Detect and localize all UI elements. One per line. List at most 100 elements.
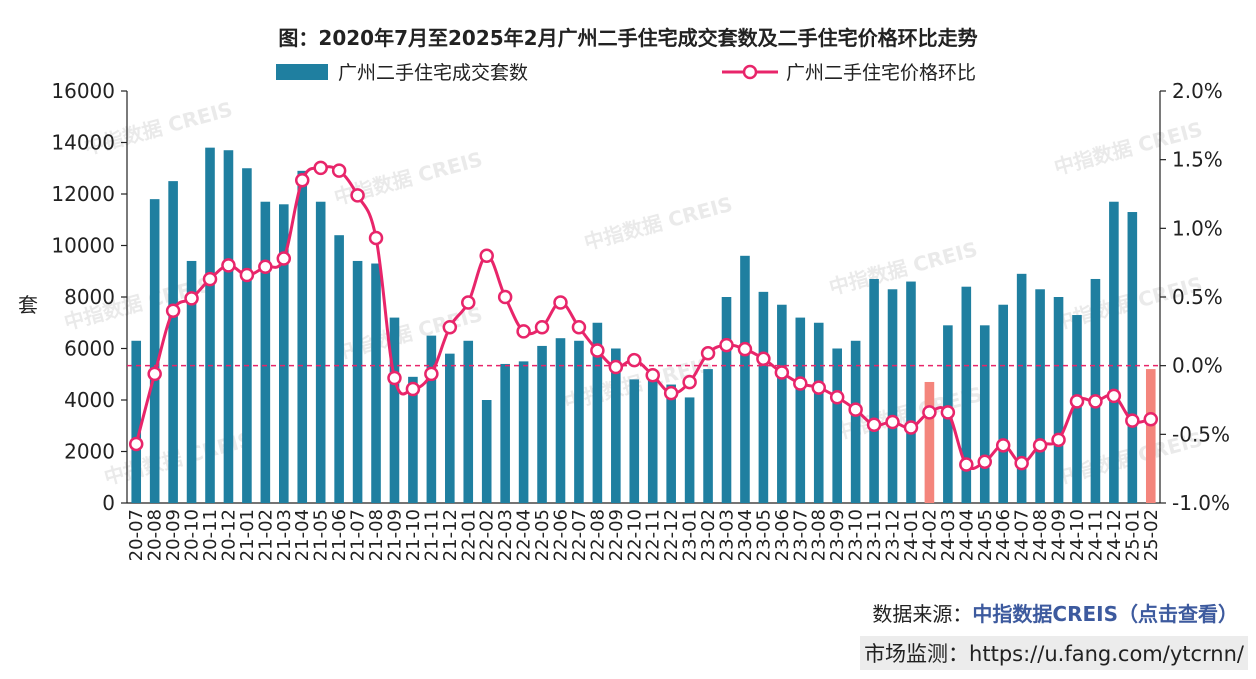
x-tick-label: 24-09 — [1049, 509, 1070, 561]
bar-23-09 — [832, 348, 842, 503]
x-tick-label: 23-02 — [698, 509, 719, 561]
line-point-23-06 — [774, 365, 790, 380]
x-tick-label: 23-05 — [753, 509, 774, 561]
bar-21-09 — [389, 317, 400, 503]
line-point-23-07 — [793, 376, 808, 391]
x-tick-label: 22-09 — [606, 509, 627, 561]
line-point-22-01 — [461, 295, 476, 310]
line-point-24-12 — [1106, 388, 1122, 404]
x-tick-label: 21-06 — [329, 509, 350, 561]
x-tick-label: 21-11 — [421, 509, 442, 561]
line-point-21-08 — [368, 230, 384, 246]
line-point-23-10 — [848, 402, 863, 417]
x-tick-label: 22-07 — [569, 509, 590, 561]
x-tick-label: 21-01 — [237, 509, 258, 561]
bar-24-07 — [1016, 273, 1027, 503]
bar-24-12 — [1109, 201, 1119, 503]
line-point-22-05 — [534, 319, 550, 335]
line-point-23-05 — [756, 351, 771, 367]
bar-23-11 — [869, 278, 879, 503]
y-tick-left-label: 10000 — [51, 234, 115, 258]
bar-23-05 — [758, 291, 769, 503]
y-tick-left-label: 16000 — [51, 79, 115, 103]
x-tick-label: 20-11 — [200, 509, 221, 561]
bar-24-06 — [998, 304, 1009, 503]
x-tick-label: 22-01 — [458, 509, 479, 561]
line-point-22-08 — [590, 343, 605, 358]
bar-21-12 — [445, 353, 455, 503]
line-series — [128, 160, 1159, 472]
line-point-22-03 — [497, 289, 513, 305]
bar-22-08 — [592, 322, 603, 503]
line-point-21-09 — [387, 370, 402, 386]
line-point-24-07 — [1014, 455, 1029, 471]
line-point-22-12 — [663, 385, 679, 401]
x-tick-label: 23-12 — [883, 509, 904, 561]
bar-20-11 — [205, 147, 215, 503]
chart-title: 图：2020年7月至2025年2月广州二手住宅成交套数及二手住宅价格环比走势 — [278, 26, 977, 50]
bar-20-09 — [168, 181, 178, 503]
line-point-20-07 — [128, 436, 144, 452]
x-tick-label: 20-08 — [145, 509, 166, 561]
line-point-22-04 — [516, 324, 531, 339]
line-point-24-06 — [995, 438, 1011, 453]
bar-21-01 — [242, 168, 252, 503]
x-tick-label: 23-04 — [735, 509, 756, 561]
chart: 图：2020年7月至2025年2月广州二手住宅成交套数及二手住宅价格环比走势 广… — [18, 26, 1230, 561]
x-tick-label: 25-02 — [1141, 509, 1162, 561]
line-point-23-02 — [700, 346, 716, 361]
line-point-22-07 — [571, 319, 587, 335]
line-point-24-05 — [977, 454, 993, 470]
x-tick-label: 21-08 — [366, 509, 387, 561]
line-point-20-09 — [165, 303, 181, 318]
bar-24-01 — [906, 281, 916, 503]
line-point-21-03 — [276, 251, 292, 266]
line-point-23-01 — [682, 374, 697, 390]
legend-line-label: 广州二手住宅价格环比 — [786, 62, 976, 84]
x-tick-label: 21-02 — [255, 509, 276, 561]
bar-20-07 — [131, 340, 142, 503]
line-point-21-04 — [294, 173, 310, 188]
bar-22-05 — [537, 345, 547, 503]
line-point-21-11 — [424, 366, 439, 382]
x-tick-label: 24-06 — [993, 509, 1014, 561]
bar-21-05 — [315, 201, 326, 503]
bar-21-03 — [278, 204, 289, 504]
source-link[interactable]: 中指数据CREIS（点击查看） — [972, 602, 1238, 626]
bar-25-01 — [1127, 212, 1138, 503]
legend: 广州二手住宅成交套数 广州二手住宅价格环比 — [276, 62, 976, 84]
bars — [131, 147, 1156, 504]
x-tick-label: 20-12 — [218, 509, 239, 561]
monitor-url[interactable]: 市场监测：https://u.fang.com/ytcrnn/ — [860, 636, 1248, 670]
x-tick-label: 22-06 — [550, 509, 571, 561]
axes: 0 2000 4000 6000 8000 10000 12000 14000 16000 -1.… — [51, 79, 1230, 561]
y-tick-left-label: 8000 — [64, 285, 115, 309]
source-note: 数据来源：中指数据CREIS（点击查看） — [872, 598, 1238, 627]
line-point-21-01 — [239, 267, 255, 283]
bar-23-07 — [795, 317, 806, 503]
line-point-21-05 — [313, 160, 328, 176]
x-tick-label: 20-09 — [163, 509, 184, 561]
bar-23-08 — [813, 322, 824, 503]
line-point-20-11 — [202, 271, 218, 287]
bar-21-08 — [371, 263, 381, 503]
x-tick-label: 24-10 — [1067, 509, 1088, 561]
y-tick-right-label: 1.0% — [1172, 216, 1223, 240]
y-tick-left-label: 12000 — [51, 182, 115, 206]
bar-23-06 — [777, 304, 787, 503]
bar-22-10 — [629, 379, 640, 503]
line-point-21-06 — [331, 163, 347, 178]
bar-24-08 — [1035, 289, 1045, 503]
bar-22-09 — [611, 348, 621, 503]
bar-24-09 — [1053, 297, 1064, 503]
line-point-24-09 — [1051, 432, 1066, 448]
y-tick-left-label: 2000 — [64, 440, 115, 464]
bar-24-04 — [961, 286, 972, 503]
bar-22-03 — [500, 363, 510, 503]
x-tick-label: 22-11 — [643, 509, 664, 561]
bar-25-02 — [1145, 369, 1156, 503]
bar-24-05 — [979, 325, 990, 503]
bar-21-04 — [297, 170, 308, 503]
x-tick-label: 24-02 — [919, 509, 940, 561]
x-tick-label: 23-03 — [717, 509, 738, 561]
